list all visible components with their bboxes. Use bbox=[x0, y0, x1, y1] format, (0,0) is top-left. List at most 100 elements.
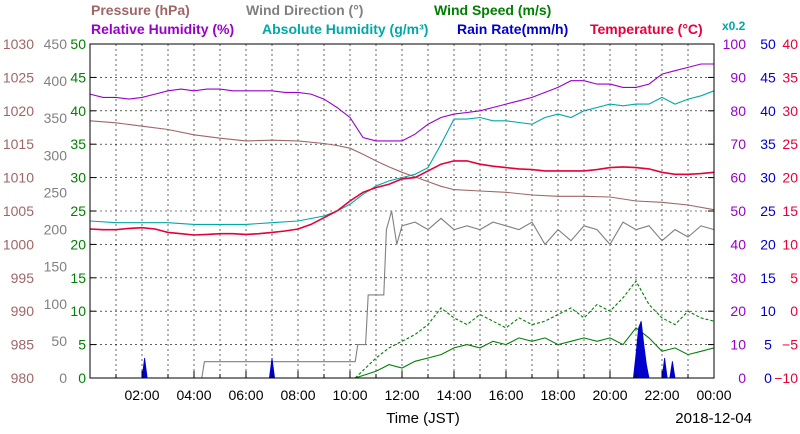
axis-label-pressure: 1025 bbox=[3, 69, 34, 85]
axis-label-rh: 40 bbox=[730, 236, 746, 252]
x-tick-label: 14:00 bbox=[436, 387, 471, 403]
axis-label-pressure: 990 bbox=[11, 303, 35, 319]
x-tick-label: 10:00 bbox=[332, 387, 367, 403]
axis-label-wind-speed: 5 bbox=[78, 337, 86, 353]
axis-label-rh: 60 bbox=[730, 170, 746, 186]
axis-label-rh: 100 bbox=[723, 36, 747, 52]
axis-label-wind-dir: 300 bbox=[44, 147, 68, 163]
series-rh bbox=[89, 63, 714, 142]
axis-label-rh: 30 bbox=[730, 270, 746, 286]
axis-label-rain: 45 bbox=[760, 69, 776, 85]
axis-label-temp: 0 bbox=[790, 303, 798, 319]
x-tick-label: 16:00 bbox=[488, 387, 523, 403]
axis-labels: 02:00 04:00 06:00 08:00 10:00 12:00 14:00 16:00… bbox=[3, 36, 798, 403]
axis-label-wind-dir: 450 bbox=[44, 36, 68, 52]
axis-label-rh: 0 bbox=[738, 370, 746, 386]
legend-temperature: Temperature (°C) bbox=[590, 21, 703, 37]
axis-label-rain: 25 bbox=[760, 203, 776, 219]
x-tick-label: 20:00 bbox=[592, 387, 627, 403]
axis-label-pressure: 985 bbox=[11, 337, 35, 353]
x-tick-label: 02:00 bbox=[124, 387, 159, 403]
axis-label-pressure: 1005 bbox=[3, 203, 34, 219]
axis-label-temp: 20 bbox=[782, 170, 798, 186]
axis-label-pressure: 995 bbox=[11, 270, 35, 286]
axis-label-wind-dir: 100 bbox=[44, 296, 68, 312]
axis-label-wind-speed: 45 bbox=[70, 69, 86, 85]
series-ah bbox=[89, 90, 715, 225]
axis-label-wind-speed: 40 bbox=[70, 103, 86, 119]
axis-label-rh: 70 bbox=[730, 136, 746, 152]
axis-label-rain: 15 bbox=[760, 270, 776, 286]
tick-marks bbox=[90, 76, 714, 378]
legend-rain-rate: Rain Rate(mm/h) bbox=[457, 21, 568, 37]
axis-label-wind-speed: 30 bbox=[70, 170, 86, 186]
axis-label-rh: 80 bbox=[730, 103, 746, 119]
axis-label-wind-dir: 50 bbox=[51, 333, 67, 349]
axis-label-temp: −10 bbox=[774, 370, 798, 386]
axis-label-pressure: 1030 bbox=[3, 36, 34, 52]
axis-label-wind-dir: 250 bbox=[44, 184, 68, 200]
axis-label-rain: 35 bbox=[760, 136, 776, 152]
axis-label-rh: 10 bbox=[730, 337, 746, 353]
axis-label-wind-dir: 400 bbox=[44, 73, 68, 89]
axis-label-pressure: 1000 bbox=[3, 236, 34, 252]
axis-label-wind-speed: 20 bbox=[70, 236, 86, 252]
axis-label-pressure: 1010 bbox=[3, 170, 34, 186]
axis-label-wind-speed: 10 bbox=[70, 303, 86, 319]
axis-label-temp: 40 bbox=[782, 36, 798, 52]
axis-label-rain: 50 bbox=[760, 36, 776, 52]
x-tick-label: 04:00 bbox=[176, 387, 211, 403]
axis-label-pressure: 980 bbox=[11, 370, 35, 386]
axis-label-rain: 0 bbox=[764, 370, 772, 386]
axis-label-wind-speed: 50 bbox=[70, 36, 86, 52]
axis-label-wind-speed: 0 bbox=[78, 370, 86, 386]
axis-label-wind-speed: 35 bbox=[70, 136, 86, 152]
date-label: 2018-12-04 bbox=[675, 410, 752, 427]
x-axis-title: Time (JST) bbox=[386, 410, 460, 427]
axis-label-rh: 90 bbox=[730, 69, 746, 85]
axis-label-rh: 50 bbox=[730, 203, 746, 219]
axis-label-wind-speed: 15 bbox=[70, 270, 86, 286]
axis-label-rain: 10 bbox=[760, 303, 776, 319]
axis-label-wind-dir: 200 bbox=[44, 222, 68, 238]
ah-multiplier-label: x0.2 bbox=[722, 19, 746, 33]
legend-absolute-humidity: Absolute Humidity (g/m³) bbox=[262, 21, 428, 37]
series-wind-speed bbox=[355, 327, 715, 379]
x-tick-label: 12:00 bbox=[384, 387, 419, 403]
axis-label-temp: −5 bbox=[782, 337, 798, 353]
axis-label-wind-dir: 350 bbox=[44, 110, 68, 126]
x-tick-label: 08:00 bbox=[280, 387, 315, 403]
data-series bbox=[89, 63, 715, 379]
x-tick-label: 00:00 bbox=[696, 387, 731, 403]
legend-wind-direction: Wind Direction (°) bbox=[246, 2, 363, 18]
series-wind-dir bbox=[90, 210, 715, 379]
x-tick-label: 18:00 bbox=[540, 387, 575, 403]
axis-label-temp: 5 bbox=[790, 270, 798, 286]
x-tick-label: 06:00 bbox=[228, 387, 263, 403]
legend-wind-speed: Wind Speed (m/s) bbox=[434, 2, 551, 18]
legend-relative-humidity: Relative Humidity (%) bbox=[91, 21, 234, 37]
axis-label-rain: 40 bbox=[760, 103, 776, 119]
series-pressure bbox=[89, 120, 715, 211]
series-wind-gust bbox=[354, 280, 715, 379]
axis-label-rain: 30 bbox=[760, 170, 776, 186]
axis-label-temp: 10 bbox=[782, 236, 798, 252]
axis-label-wind-dir: 150 bbox=[44, 259, 68, 275]
axis-label-rain: 5 bbox=[764, 337, 772, 353]
axis-label-temp: 30 bbox=[782, 103, 798, 119]
axis-label-wind-dir: 0 bbox=[59, 370, 67, 386]
axis-label-temp: 35 bbox=[782, 69, 798, 85]
legend-pressure: Pressure (hPa) bbox=[91, 2, 190, 18]
axis-label-rh: 20 bbox=[730, 303, 746, 319]
x-tick-label: 22:00 bbox=[644, 387, 679, 403]
axis-label-wind-speed: 25 bbox=[70, 203, 86, 219]
series-temp bbox=[89, 160, 715, 236]
axis-label-temp: 25 bbox=[782, 136, 798, 152]
axis-label-pressure: 1015 bbox=[3, 136, 34, 152]
series-rain-rate bbox=[90, 321, 714, 379]
axis-label-temp: 15 bbox=[782, 203, 798, 219]
axis-label-rain: 20 bbox=[760, 236, 776, 252]
axis-label-pressure: 1020 bbox=[3, 103, 34, 119]
